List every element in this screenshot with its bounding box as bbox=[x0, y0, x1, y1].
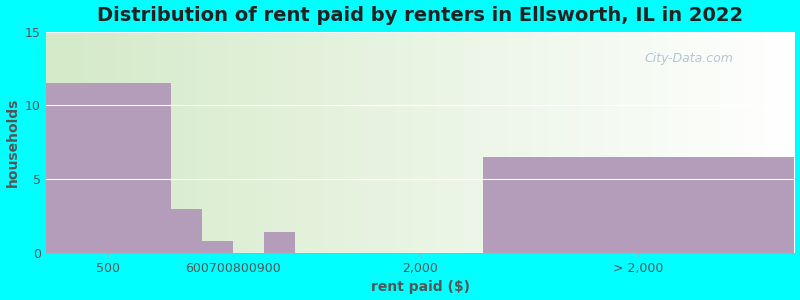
Text: City-Data.com: City-Data.com bbox=[645, 52, 734, 65]
Y-axis label: households: households bbox=[6, 98, 19, 187]
Bar bbox=[46, 83, 170, 253]
X-axis label: rent paid ($): rent paid ($) bbox=[370, 280, 470, 294]
Bar bbox=[482, 157, 794, 253]
Title: Distribution of rent paid by renters in Ellsworth, IL in 2022: Distribution of rent paid by renters in … bbox=[97, 6, 743, 25]
Bar bbox=[170, 208, 202, 253]
Bar bbox=[264, 232, 295, 253]
Bar bbox=[202, 241, 233, 253]
